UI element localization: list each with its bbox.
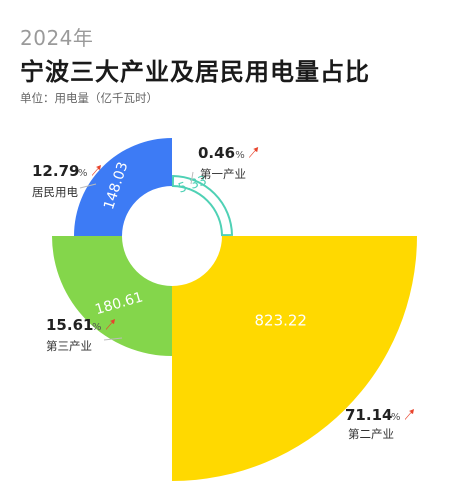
slice-3-up-arrow-icon <box>92 165 101 176</box>
slice-1-percent-unit: % <box>391 412 401 423</box>
slice-1-percent-label: 71.14 <box>345 406 392 424</box>
slice-1-name-label: 第二产业 <box>348 427 394 441</box>
slice-3-leader-line <box>79 183 97 189</box>
slice-0-wedge <box>171 174 234 237</box>
slice-0-name-label: 第一产业 <box>200 167 246 181</box>
chart-unit: 单位：用电量（亿千瓦时） <box>20 91 158 105</box>
slice-0-percent-label: 0.46 <box>198 144 235 162</box>
slice-1-up-arrow-icon <box>405 409 414 420</box>
slice-3-percent-label: 12.79 <box>32 162 79 180</box>
slice-2-up-arrow-icon <box>106 319 115 330</box>
slice-3-percent-unit: % <box>78 168 88 179</box>
slice-3-wedge <box>74 138 172 236</box>
slice-2-name-label: 第三产业 <box>46 339 92 353</box>
slice-0-up-arrow-icon <box>249 147 259 158</box>
chart-year: 2024年 <box>20 26 94 50</box>
slice-2-leader-line <box>103 337 123 341</box>
slice-2-wedge <box>52 236 172 356</box>
slice-2-percent-unit: % <box>92 322 102 333</box>
chart-title: 宁波三大产业及居民用电量占比 <box>20 58 370 86</box>
slice-0-leader-line <box>190 171 194 185</box>
slice-0-percent-unit: % <box>235 150 245 161</box>
slice-2-percent-label: 15.61 <box>46 316 93 334</box>
slice-3-name-label: 居民用电 <box>32 185 78 199</box>
slice-1-wedge <box>172 236 417 481</box>
slice-1-value-label: 823.22 <box>254 311 307 329</box>
